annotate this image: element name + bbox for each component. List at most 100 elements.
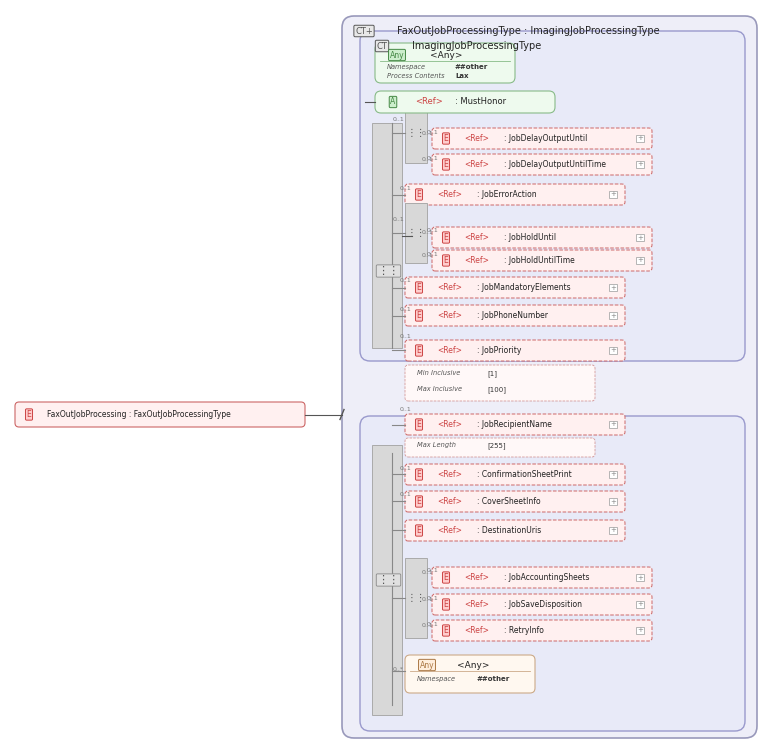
Text: : MustHonor: : MustHonor xyxy=(455,97,506,106)
Text: 0..1: 0..1 xyxy=(422,157,434,162)
Text: E: E xyxy=(417,346,422,355)
Text: [1]: [1] xyxy=(487,370,497,376)
Text: +: + xyxy=(637,258,643,264)
Text: <Ref>: <Ref> xyxy=(437,283,462,292)
Text: : CoverSheetInfo: : CoverSheetInfo xyxy=(477,497,540,506)
Text: E: E xyxy=(417,470,422,479)
Text: [255]: [255] xyxy=(487,442,506,449)
FancyBboxPatch shape xyxy=(405,305,625,326)
FancyBboxPatch shape xyxy=(405,464,625,485)
Text: 0..1: 0..1 xyxy=(427,569,438,574)
Text: E: E xyxy=(444,256,449,265)
Text: <Ref>: <Ref> xyxy=(464,160,489,169)
Text: +: + xyxy=(610,285,616,291)
Text: : ConfirmationSheetPrint: : ConfirmationSheetPrint xyxy=(477,470,572,479)
Text: <Ref>: <Ref> xyxy=(464,626,489,635)
Text: ⋮⋮: ⋮⋮ xyxy=(378,575,400,585)
Text: FaxOutJobProcessing : FaxOutJobProcessingType: FaxOutJobProcessing : FaxOutJobProcessin… xyxy=(47,410,231,419)
FancyBboxPatch shape xyxy=(405,655,535,693)
Text: 0..1: 0..1 xyxy=(400,492,411,498)
Text: E: E xyxy=(444,160,449,169)
Text: E: E xyxy=(417,311,422,320)
Text: A: A xyxy=(391,97,395,106)
Text: <Ref>: <Ref> xyxy=(437,311,462,320)
Text: Process Contents: Process Contents xyxy=(387,73,445,79)
Text: <Any>: <Any> xyxy=(430,50,462,59)
Bar xyxy=(372,123,402,348)
Text: Min Inclusive: Min Inclusive xyxy=(417,370,460,376)
Text: 0..1: 0..1 xyxy=(400,306,411,312)
Text: 0..1: 0..1 xyxy=(422,230,434,235)
Text: <Ref>: <Ref> xyxy=(437,470,462,479)
Text: : JobHoldUntilTime: : JobHoldUntilTime xyxy=(504,256,574,265)
Text: : JobPriority: : JobPriority xyxy=(477,346,521,355)
Bar xyxy=(372,445,402,715)
FancyBboxPatch shape xyxy=(432,154,652,175)
Text: ⋮⋮: ⋮⋮ xyxy=(406,593,425,603)
FancyBboxPatch shape xyxy=(360,416,745,731)
Text: 0..1: 0..1 xyxy=(422,623,434,628)
Text: 0..1: 0..1 xyxy=(393,117,405,122)
Text: Namespace: Namespace xyxy=(417,676,456,682)
Text: +: + xyxy=(610,498,616,505)
Text: 0..1: 0..1 xyxy=(427,130,438,135)
FancyBboxPatch shape xyxy=(432,594,652,615)
Text: <Ref>: <Ref> xyxy=(464,573,489,582)
Text: : JobRecipientName: : JobRecipientName xyxy=(477,420,552,429)
FancyBboxPatch shape xyxy=(15,402,305,427)
Text: : JobAccountingSheets: : JobAccountingSheets xyxy=(504,573,590,582)
Text: 0..1: 0..1 xyxy=(427,156,438,160)
FancyBboxPatch shape xyxy=(405,184,625,205)
Text: ##other: ##other xyxy=(477,676,510,682)
Text: ImagingJobProcessingType: ImagingJobProcessingType xyxy=(412,41,541,51)
Text: <Ref>: <Ref> xyxy=(464,233,489,242)
Text: ⋮⋮: ⋮⋮ xyxy=(406,128,425,138)
Text: : JobSaveDisposition: : JobSaveDisposition xyxy=(504,600,582,609)
Text: E: E xyxy=(444,573,449,582)
Bar xyxy=(405,558,427,638)
Text: : JobDelayOutputUntilTime: : JobDelayOutputUntilTime xyxy=(504,160,606,169)
Text: 0..1: 0..1 xyxy=(427,621,438,626)
FancyBboxPatch shape xyxy=(360,31,745,361)
Text: : RetryInfo: : RetryInfo xyxy=(504,626,544,635)
Text: : DestinationUris: : DestinationUris xyxy=(477,526,541,535)
Text: <Ref>: <Ref> xyxy=(437,346,462,355)
Text: <Ref>: <Ref> xyxy=(464,256,489,265)
Text: <Ref>: <Ref> xyxy=(464,134,489,143)
Text: 0..1: 0..1 xyxy=(427,228,438,233)
Text: <Ref>: <Ref> xyxy=(437,497,462,506)
Text: : JobPhoneNumber: : JobPhoneNumber xyxy=(477,311,548,320)
Text: Any: Any xyxy=(420,660,435,669)
Text: <Ref>: <Ref> xyxy=(437,420,462,429)
Text: 0..1: 0..1 xyxy=(422,570,434,575)
Text: E: E xyxy=(417,526,422,535)
Text: 0..1: 0..1 xyxy=(422,253,434,258)
Text: ⋮⋮: ⋮⋮ xyxy=(406,228,425,238)
Text: 0..1: 0..1 xyxy=(427,596,438,600)
FancyBboxPatch shape xyxy=(432,567,652,588)
Text: 0..1: 0..1 xyxy=(427,252,438,257)
Text: <Ref>: <Ref> xyxy=(415,97,443,106)
Text: 0..1: 0..1 xyxy=(400,279,411,283)
Text: +: + xyxy=(637,602,643,608)
Text: E: E xyxy=(444,600,449,609)
Text: +: + xyxy=(637,136,643,142)
FancyBboxPatch shape xyxy=(375,43,515,83)
Bar xyxy=(405,203,427,263)
FancyBboxPatch shape xyxy=(432,620,652,641)
Text: +: + xyxy=(610,422,616,428)
FancyBboxPatch shape xyxy=(432,227,652,248)
Text: 0..*: 0..* xyxy=(393,667,404,672)
FancyBboxPatch shape xyxy=(405,277,625,298)
Text: : JobErrorAction: : JobErrorAction xyxy=(477,190,537,199)
Text: Any: Any xyxy=(390,50,405,59)
FancyBboxPatch shape xyxy=(405,491,625,512)
FancyBboxPatch shape xyxy=(405,438,595,457)
Text: Max Inclusive: Max Inclusive xyxy=(417,386,462,392)
Text: E: E xyxy=(417,497,422,506)
Text: E: E xyxy=(417,420,422,429)
Text: <Ref>: <Ref> xyxy=(437,190,462,199)
FancyBboxPatch shape xyxy=(405,414,625,435)
Text: <Ref>: <Ref> xyxy=(437,526,462,535)
Text: +: + xyxy=(610,191,616,197)
